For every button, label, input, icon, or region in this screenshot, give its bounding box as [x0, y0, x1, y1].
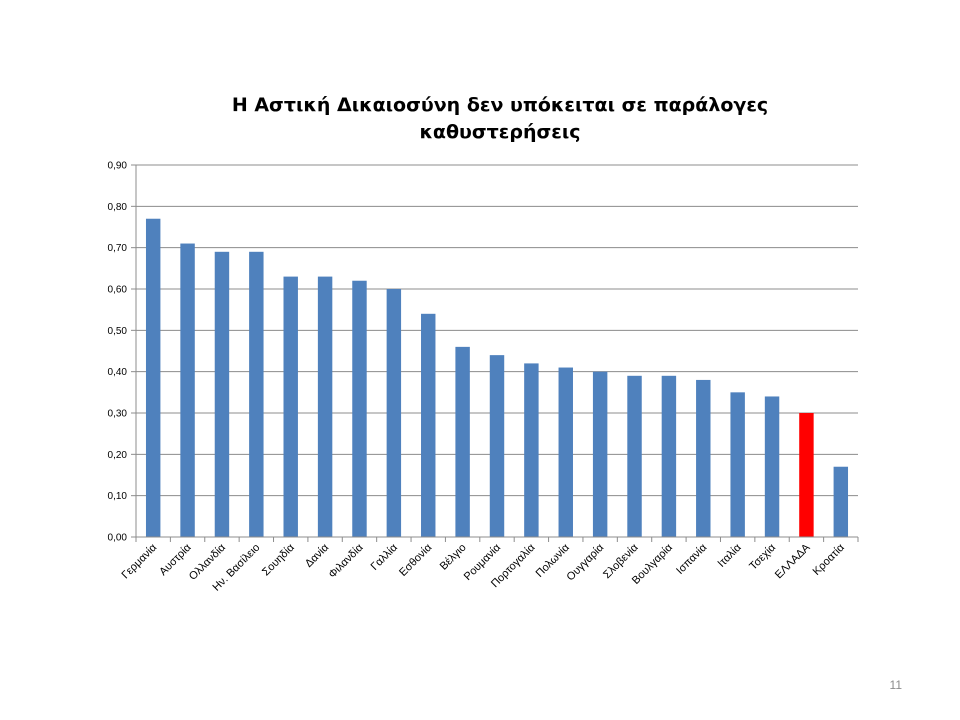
bar-2	[180, 243, 195, 538]
y-tick-label: 0,20	[108, 450, 128, 461]
x-tick-label: Ιταλία	[716, 541, 745, 570]
bar-11	[489, 355, 505, 537]
chart-title-line-2: καθυστερήσεις	[419, 121, 581, 143]
x-tick-label: Γαλλία	[369, 541, 401, 573]
x-tick-label: Βέλγιο	[438, 542, 469, 573]
bar-3	[214, 251, 230, 538]
y-tick-label: 0,00	[108, 533, 128, 544]
slide-number: 11	[889, 678, 902, 692]
y-tick-label: 0,90	[108, 161, 128, 172]
bar-17	[696, 379, 711, 537]
bar-16	[661, 375, 677, 537]
bars	[145, 218, 849, 538]
bar-10	[455, 346, 470, 537]
bar-12	[524, 363, 539, 537]
x-tick-label: Φιλανδία	[326, 541, 366, 581]
bar-7	[352, 280, 367, 537]
bar-14	[592, 371, 608, 537]
bar-1	[145, 218, 161, 537]
y-tick-label: 0,80	[108, 202, 128, 213]
bar-5	[283, 276, 298, 537]
bar-18	[730, 392, 745, 537]
bar-13	[558, 367, 573, 537]
x-tick-label: ΕΛΛΑΔΑ	[773, 541, 813, 581]
bar-8	[386, 289, 402, 537]
x-tick-label: Κροατία	[811, 541, 848, 578]
x-tick-label: Ισπανία	[674, 541, 710, 577]
chart-title-line-1: Η Αστική Δικαιοσύνη δεν υπόκειται σε παρ…	[231, 94, 769, 116]
x-tick-label: Δανία	[303, 541, 332, 570]
y-tick-label: 0,30	[108, 409, 128, 420]
axes	[131, 164, 859, 542]
bar-4	[249, 251, 264, 538]
x-tick-label: Γερμανία	[120, 541, 160, 581]
y-tick-label: 0,10	[108, 491, 128, 502]
bar-19	[764, 396, 780, 537]
bar-15	[627, 375, 642, 537]
x-tick-label: Ουγγαρία	[565, 541, 607, 583]
bar-6	[317, 276, 333, 537]
y-tick-label: 0,40	[108, 367, 128, 378]
y-axis-tick-labels: 0,00 0,10 0,20 0,30 0,40 0,50 0,60 0,70 0,80 0,90	[108, 161, 128, 544]
y-tick-label: 0,50	[108, 326, 128, 337]
y-tick-label: 0,60	[108, 285, 128, 296]
y-tick-label: 0,70	[108, 243, 128, 254]
x-tick-label: Σουηδία	[260, 541, 297, 578]
chart-title: Η Αστική Δικαιοσύνη δεν υπόκειται σε παρ…	[130, 92, 870, 146]
bar-9	[421, 313, 436, 537]
bar-21	[833, 466, 849, 537]
bar-20	[799, 413, 814, 537]
x-tick-label: Τσεχία	[747, 541, 778, 572]
x-tick-label: Εσθονία	[397, 541, 435, 579]
